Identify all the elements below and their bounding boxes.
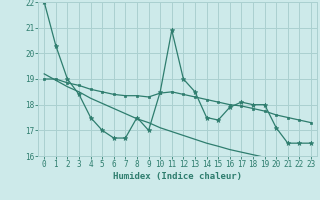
X-axis label: Humidex (Indice chaleur): Humidex (Indice chaleur) <box>113 172 242 181</box>
